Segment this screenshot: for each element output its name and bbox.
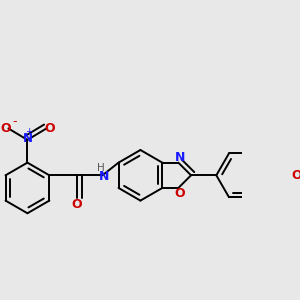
Text: -: - bbox=[13, 115, 17, 128]
Text: +: + bbox=[26, 127, 33, 136]
Text: O: O bbox=[72, 198, 83, 211]
Text: O: O bbox=[174, 187, 185, 200]
Text: O: O bbox=[291, 169, 300, 182]
Text: H: H bbox=[97, 163, 105, 173]
Text: O: O bbox=[44, 122, 55, 135]
Text: N: N bbox=[98, 170, 109, 183]
Text: O: O bbox=[0, 122, 11, 135]
Text: N: N bbox=[175, 151, 185, 164]
Text: N: N bbox=[22, 132, 32, 145]
